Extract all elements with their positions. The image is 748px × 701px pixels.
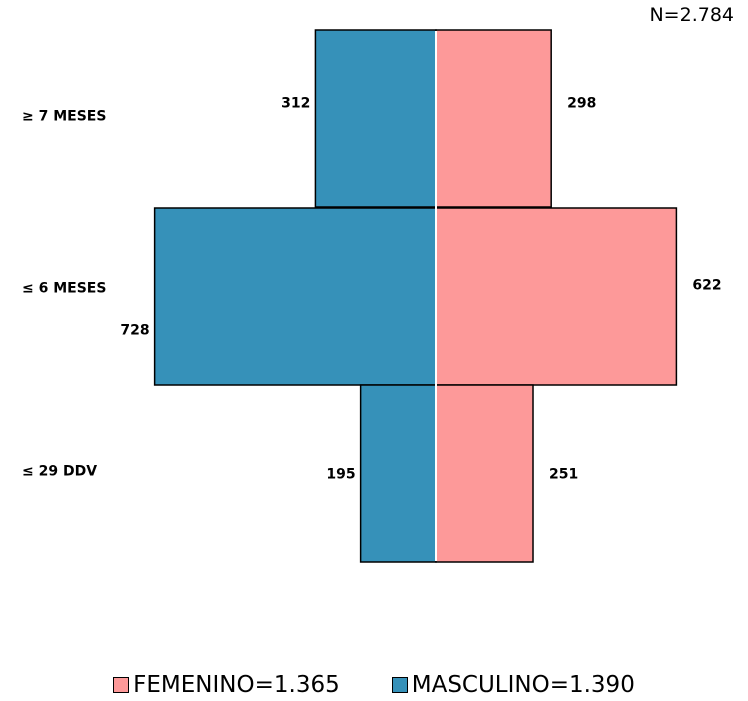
total-count-label: N=2.784 [649,4,734,26]
legend-swatch-femenino [113,677,130,693]
value-label-masculino-le-29-ddv: 195 [326,467,355,483]
value-label-femenino-ge-7-meses: 298 [567,96,596,112]
category-label-ge-7-meses: ≥ 7 MESES [22,109,106,125]
legend-label-femenino: FEMENINO=1.365 [133,672,340,698]
bar-masculino-le-6-meses [153,207,437,386]
bar-masculino-le-29-ddv [359,384,437,563]
bar-femenino-le-6-meses [435,207,678,386]
value-label-masculino-ge-7-meses: 312 [281,96,310,112]
value-label-femenino-le-6-meses: 622 [692,278,721,294]
chart-legend: FEMENINO=1.365 MASCULINO=1.390 [0,672,748,698]
legend-item-masculino: MASCULINO=1.390 [391,672,635,698]
bar-masculino-ge-7-meses [314,29,437,208]
bar-femenino-le-29-ddv [435,384,534,563]
legend-item-femenino: FEMENINO=1.365 [113,672,340,698]
legend-swatch-masculino [391,677,408,693]
category-label-le-6-meses: ≤ 6 MESES [22,281,106,297]
value-label-masculino-le-6-meses: 728 [120,323,149,339]
category-label-le-29-ddv: ≤ 29 DDV [22,464,97,480]
population-pyramid-chart: ≥ 7 MESES 312 298 ≤ 6 MESES 728 622 ≤ 29 DDV 19… [22,29,722,563]
bar-femenino-ge-7-meses [435,29,552,208]
legend-label-masculino: MASCULINO=1.390 [411,672,635,698]
value-label-femenino-le-29-ddv: 251 [549,467,578,483]
